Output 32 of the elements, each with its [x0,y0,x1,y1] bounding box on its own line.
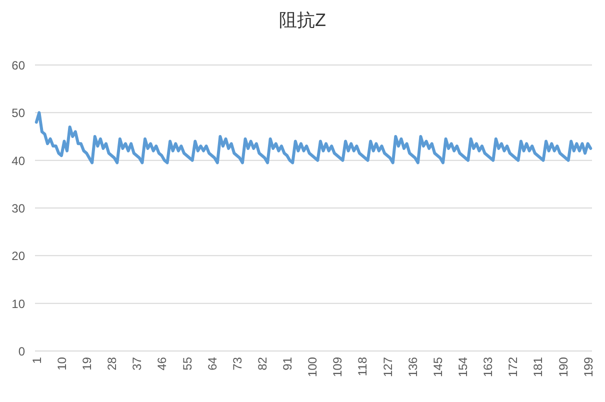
x-tick-label: 1 [30,356,44,364]
x-tick-label: 181 [531,356,546,378]
x-tick-label: 109 [330,356,345,378]
x-tick-label: 64 [205,356,220,370]
y-tick-label: 10 [12,296,26,311]
x-tick-label: 55 [180,356,194,370]
x-tick-label: 19 [80,356,94,370]
line-series [34,111,592,164]
x-tick-label: 127 [380,356,395,378]
x-tick-label: 91 [280,356,295,370]
chart-title: 阻抗Z [279,10,326,30]
x-tick-label: 136 [406,356,420,378]
x-tick-label: 190 [556,356,570,378]
y-tick-label: 20 [12,249,26,264]
x-tick-label: 100 [306,356,320,378]
x-tick-label: 82 [255,356,270,370]
x-tick-label: 28 [105,356,120,370]
y-tick-label: 60 [12,58,26,72]
x-tick-label: 172 [506,356,520,378]
x-tick-label: 163 [481,356,496,378]
x-tick-label: 118 [356,356,370,376]
y-tick-label: 30 [12,202,26,216]
y-tick-label: 50 [12,106,26,120]
x-tick-label: 154 [456,356,470,378]
y-tick-label: 0 [18,344,26,358]
x-tick-label: 37 [130,356,144,370]
x-tick-label: 10 [54,356,69,370]
x-tick-label: 199 [581,356,596,378]
x-tick-label: 46 [155,356,170,370]
y-tick-label: 40 [12,154,26,168]
x-tick-label: 145 [430,356,445,378]
x-tick-label: 73 [230,356,244,370]
